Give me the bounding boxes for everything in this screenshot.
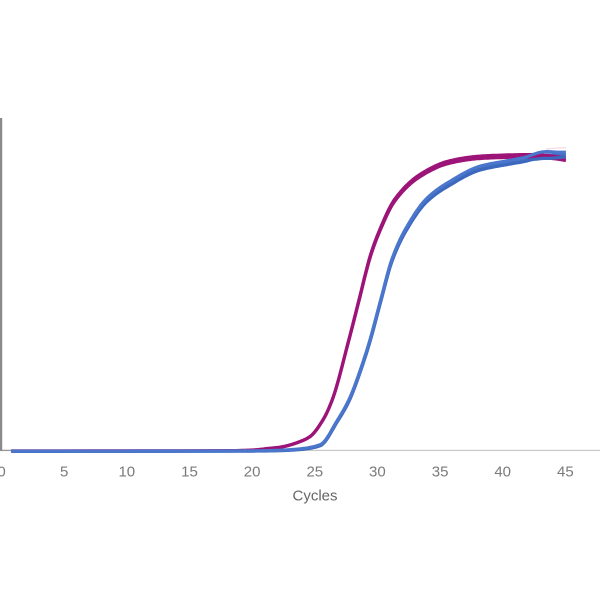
svg-text:25: 25 — [306, 464, 323, 481]
svg-text:35: 35 — [432, 464, 449, 481]
svg-text:15: 15 — [181, 464, 198, 481]
svg-text:0: 0 — [0, 464, 6, 481]
svg-text:5: 5 — [60, 464, 68, 481]
svg-text:Cycles: Cycles — [292, 488, 337, 505]
svg-text:20: 20 — [244, 464, 261, 481]
svg-text:30: 30 — [369, 464, 386, 481]
svg-text:40: 40 — [494, 464, 511, 481]
svg-text:45: 45 — [557, 464, 574, 481]
svg-text:10: 10 — [118, 464, 135, 481]
